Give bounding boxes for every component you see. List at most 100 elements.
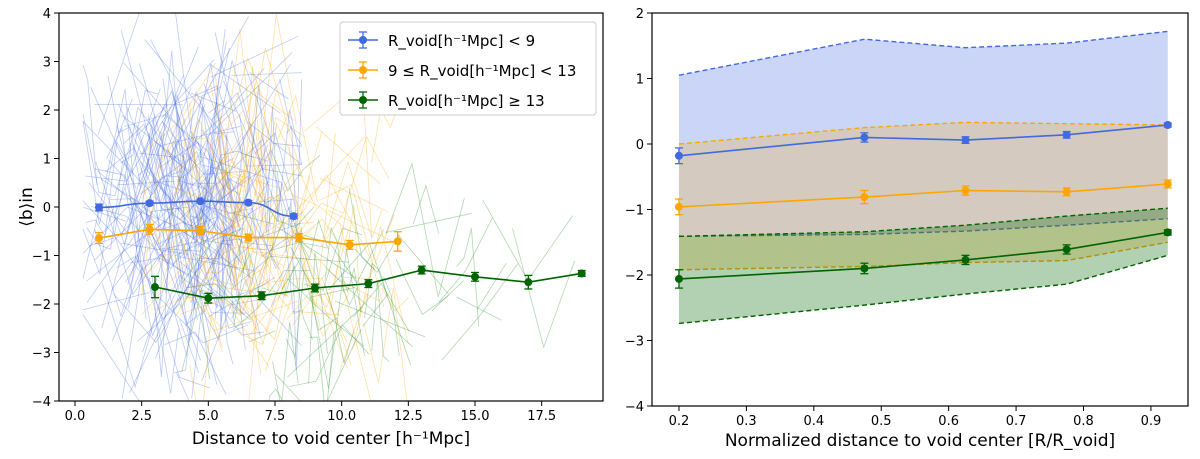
profile-line-0 bbox=[159, 173, 242, 252]
profile-line-0 bbox=[125, 143, 161, 283]
profile-line-1 bbox=[141, 230, 216, 303]
norm-series-0-point bbox=[860, 133, 869, 142]
profile-line-0 bbox=[203, 229, 269, 286]
series-1-point bbox=[196, 226, 205, 235]
profile-line-0 bbox=[142, 149, 169, 353]
series-group bbox=[95, 197, 586, 304]
profile-line-2 bbox=[385, 162, 465, 298]
profile-line-1 bbox=[276, 133, 336, 308]
profile-line-0 bbox=[154, 192, 236, 291]
norm-series-1-point bbox=[1062, 187, 1071, 196]
profile-line-0 bbox=[206, 52, 293, 139]
profile-line-0 bbox=[202, 60, 291, 245]
profile-line-1 bbox=[213, 147, 251, 227]
profile-line-0 bbox=[148, 169, 209, 229]
legend-label-1: 9 ≤ R_void[h⁻¹Mpc] < 13 bbox=[388, 62, 576, 81]
profile-line-0 bbox=[123, 123, 165, 172]
profile-line-0 bbox=[178, 260, 251, 321]
profile-line-2 bbox=[310, 249, 365, 389]
profile-line-0 bbox=[148, 132, 174, 249]
y-tick-label: 2 bbox=[43, 104, 51, 119]
legend-marker bbox=[359, 36, 367, 44]
profile-line-1 bbox=[273, 136, 365, 235]
series-1-point bbox=[95, 234, 103, 243]
profile-line-0 bbox=[82, 206, 126, 222]
series-2-point bbox=[364, 279, 373, 288]
profile-line-0 bbox=[205, 205, 275, 225]
profile-line-0 bbox=[175, 13, 220, 227]
x-tick-label: 12.5 bbox=[394, 409, 423, 424]
profile-line-1 bbox=[341, 279, 372, 401]
profile-line-1 bbox=[352, 226, 409, 351]
left-panel: 0.0 2.5 5.0 7.5 10.0 12.5 15.0 17.5 −4 −3 −2 −1 0 1 2 3… bbox=[17, 7, 604, 449]
profile-line-1 bbox=[180, 298, 270, 368]
profile-line-0 bbox=[217, 184, 250, 278]
profile-line-0 bbox=[190, 223, 234, 303]
profile-line-0 bbox=[249, 72, 289, 100]
profile-line-0 bbox=[82, 140, 135, 275]
profile-line-0 bbox=[217, 126, 235, 322]
series-1-point bbox=[393, 237, 402, 246]
band-upper-0 bbox=[678, 30, 1168, 76]
profile-line-2 bbox=[385, 212, 472, 233]
profile-line-0 bbox=[199, 207, 244, 266]
norm-series-1-point bbox=[961, 186, 970, 195]
legend-label-2: R_void[h⁻¹Mpc] ≥ 13 bbox=[388, 92, 545, 111]
profile-line-1 bbox=[249, 260, 291, 311]
profile-line-0 bbox=[94, 229, 148, 318]
profile-line-1 bbox=[216, 116, 306, 287]
profile-line-0 bbox=[198, 155, 282, 183]
profile-line-0 bbox=[199, 41, 227, 190]
profile-line-1 bbox=[213, 300, 300, 332]
profile-line-0 bbox=[256, 165, 275, 293]
profile-line-0 bbox=[178, 139, 264, 221]
profile-line-0 bbox=[112, 267, 200, 344]
norm-series-0-point bbox=[674, 151, 683, 160]
profile-line-1 bbox=[280, 202, 343, 249]
profile-line-1 bbox=[324, 160, 373, 240]
series-1-point bbox=[244, 233, 253, 242]
profile-line-1 bbox=[265, 278, 352, 367]
profile-line-0 bbox=[176, 372, 190, 401]
profile-line-0 bbox=[117, 103, 198, 205]
profile-line-1 bbox=[219, 169, 286, 299]
profile-line-0 bbox=[150, 170, 206, 295]
profile-line-1 bbox=[234, 195, 275, 214]
profile-line-1 bbox=[381, 287, 409, 312]
profile-line-0 bbox=[123, 62, 205, 157]
legend-marker bbox=[359, 66, 367, 74]
profile-line-1 bbox=[233, 56, 276, 172]
profile-line-0 bbox=[180, 175, 249, 237]
profile-line-2 bbox=[308, 252, 328, 384]
series-0-point bbox=[95, 203, 103, 212]
profile-line-1 bbox=[255, 91, 295, 121]
profile-line-1 bbox=[242, 122, 266, 200]
profile-line-2 bbox=[261, 287, 289, 297]
profile-line-0 bbox=[220, 222, 302, 242]
profile-line-0 bbox=[90, 87, 137, 189]
profile-line-0 bbox=[89, 106, 163, 247]
profile-line-0 bbox=[260, 134, 295, 234]
norm-series-0-point bbox=[1062, 130, 1071, 139]
band-lower-1 bbox=[678, 241, 1168, 271]
profile-line-0 bbox=[178, 256, 257, 272]
profile-line-1 bbox=[255, 89, 277, 196]
profile-line-0 bbox=[168, 63, 233, 208]
legend-label-0: R_void[h⁻¹Mpc] < 9 bbox=[388, 32, 535, 51]
profile-line-1 bbox=[264, 222, 314, 234]
profile-line-0 bbox=[148, 277, 211, 389]
profile-line-0 bbox=[187, 149, 217, 233]
profile-line-2 bbox=[354, 234, 400, 274]
profile-line-0 bbox=[117, 180, 175, 186]
profile-line-0 bbox=[207, 100, 225, 114]
profile-line-0 bbox=[242, 212, 302, 258]
profile-line-0 bbox=[186, 228, 226, 325]
norm-series-2-point bbox=[961, 255, 970, 264]
profile-line-1 bbox=[251, 158, 284, 229]
profile-line-2 bbox=[239, 252, 261, 296]
series-1-point bbox=[145, 225, 154, 234]
profile-line-2 bbox=[309, 331, 335, 401]
profile-line-0 bbox=[205, 148, 244, 236]
profile-line-2 bbox=[265, 205, 313, 278]
